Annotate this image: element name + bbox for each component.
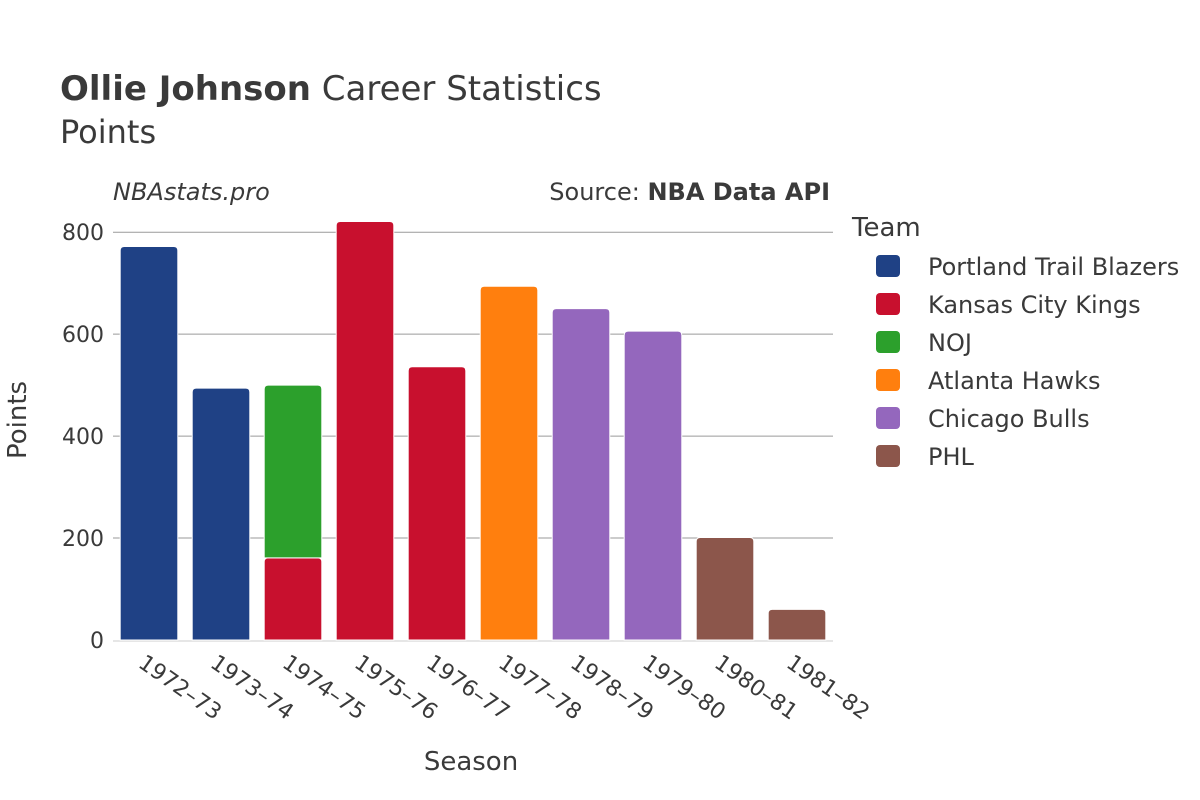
y-tick-labels: 0 200 400 600 800 <box>62 221 104 654</box>
legend-label[interactable]: Atlanta Hawks <box>928 367 1101 395</box>
y-tick-label: 0 <box>90 629 104 654</box>
y-tick-label: 200 <box>62 527 104 552</box>
legend-swatch[interactable] <box>876 407 900 429</box>
source-prefix: Source: <box>549 178 647 206</box>
bar-kansas-city-kings-1976–77[interactable] <box>407 366 467 641</box>
legend-label[interactable]: Portland Trail Blazers <box>928 253 1179 281</box>
y-tick-label: 800 <box>62 221 104 246</box>
y-axis-title: Points <box>3 381 33 459</box>
bar-chicago-bulls-1978–79[interactable] <box>551 308 611 641</box>
bar-chicago-bulls-1979–80[interactable] <box>623 330 683 641</box>
legend-swatch[interactable] <box>876 445 900 467</box>
legend-title: Team <box>851 213 921 243</box>
source-credit: Source: NBA Data API <box>549 178 830 206</box>
legend-label[interactable]: PHL <box>928 443 975 471</box>
title-rest: Career Statistics <box>311 69 602 109</box>
x-axis-title: Season <box>424 747 518 777</box>
legend: Portland Trail Blazers Kansas City Kings N… <box>876 253 1179 471</box>
legend-swatch[interactable] <box>876 369 900 391</box>
brand-watermark: NBAstats.pro <box>113 178 270 206</box>
y-tick-label: 600 <box>62 323 104 348</box>
chart-title: Ollie Johnson Career Statistics <box>60 69 602 109</box>
chart-subtitle: Points <box>60 113 156 151</box>
bar-phl-1981–82[interactable] <box>767 608 827 641</box>
legend-swatch[interactable] <box>876 293 900 315</box>
bar-atlanta-hawks-1977–78[interactable] <box>479 285 539 641</box>
x-tick-label: 1981–82 <box>782 650 874 725</box>
legend-label[interactable]: Kansas City Kings <box>928 291 1141 319</box>
bar-noj-1974–75[interactable] <box>263 384 323 559</box>
x-tick-labels: 1972–731973–741974–751975–761976–771977–… <box>134 650 874 725</box>
source-name: NBA Data API <box>647 178 830 206</box>
bar-kansas-city-kings-1975–76[interactable] <box>335 220 395 641</box>
bar-layer <box>119 220 827 641</box>
bar-kansas-city-kings-1974–75[interactable] <box>263 557 323 641</box>
legend-label[interactable]: NOJ <box>928 329 972 357</box>
legend-swatch[interactable] <box>876 331 900 353</box>
bar-phl-1980–81[interactable] <box>695 537 755 641</box>
bar-portland-trail-blazers-1973–74[interactable] <box>191 387 251 641</box>
bar-portland-trail-blazers-1972–73[interactable] <box>119 245 179 641</box>
title-player-name: Ollie Johnson <box>60 69 311 109</box>
legend-label[interactable]: Chicago Bulls <box>928 405 1090 433</box>
y-tick-label: 400 <box>62 425 104 450</box>
legend-swatch[interactable] <box>876 255 900 277</box>
